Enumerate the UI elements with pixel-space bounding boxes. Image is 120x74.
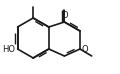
Text: HO: HO <box>3 44 16 54</box>
Text: O: O <box>61 11 68 20</box>
Text: O: O <box>82 44 89 54</box>
